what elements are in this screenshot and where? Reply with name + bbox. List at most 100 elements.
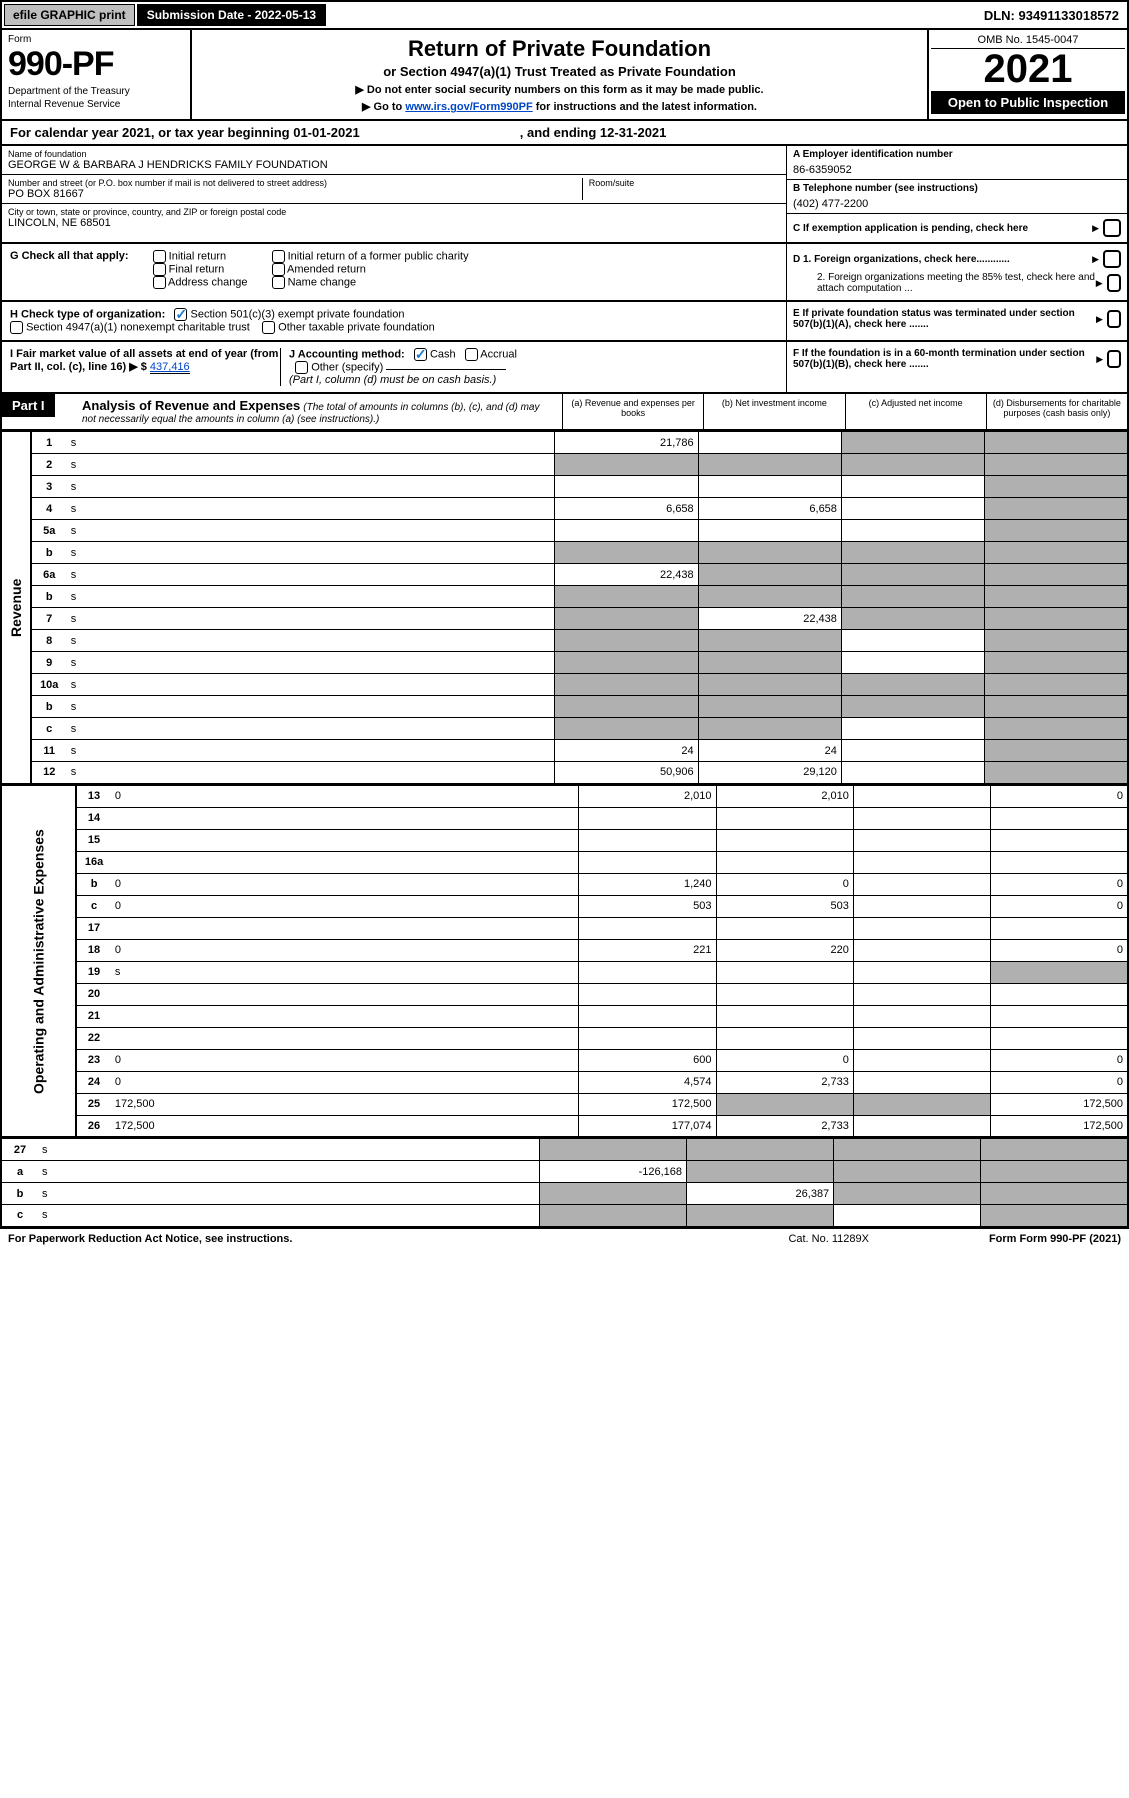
form-number: 990-PF xyxy=(8,45,184,84)
col-a-header: (a) Revenue and expenses per books xyxy=(562,394,703,429)
row-num: 13 xyxy=(76,785,111,807)
row-num: 20 xyxy=(76,983,111,1005)
cell-value: 172,500 xyxy=(579,1093,716,1115)
cell-shaded xyxy=(853,1093,990,1115)
d2-checkbox[interactable] xyxy=(1107,274,1121,292)
room-label: Room/suite xyxy=(589,178,780,188)
cell-value xyxy=(853,1005,990,1027)
other-taxable-checkbox[interactable] xyxy=(262,321,275,334)
row-num: 2 xyxy=(31,454,67,476)
row-desc: 172,500 xyxy=(111,1115,579,1137)
row-desc: s xyxy=(67,542,555,564)
cell-value xyxy=(853,983,990,1005)
row-desc: s xyxy=(67,652,555,674)
cell-value xyxy=(579,1027,716,1049)
address-change-checkbox[interactable] xyxy=(153,276,166,289)
cal-year-end: , and ending 12-31-2021 xyxy=(520,125,667,140)
row-desc: s xyxy=(67,740,555,762)
cell-value: 0 xyxy=(991,873,1128,895)
501c3-checkbox[interactable] xyxy=(174,308,187,321)
form-ref: Form Form 990-PF (2021) xyxy=(989,1233,1121,1245)
cell-value xyxy=(579,917,716,939)
final-return-checkbox[interactable] xyxy=(153,263,166,276)
row-num: 25 xyxy=(76,1093,111,1115)
cell-value xyxy=(579,1005,716,1027)
f-checkbox[interactable] xyxy=(1107,350,1121,368)
row-num: 1 xyxy=(31,432,67,454)
row-desc: s xyxy=(67,432,555,454)
efile-print-button[interactable]: efile GRAPHIC print xyxy=(4,4,135,26)
row-num: 12 xyxy=(31,762,67,784)
revenue-table: Revenue1s21,7862s3s4s6,6586,6585asbs6as2… xyxy=(0,431,1129,785)
form-subtitle: or Section 4947(a)(1) Trust Treated as P… xyxy=(198,64,921,79)
fmv-value[interactable]: 437,416 xyxy=(150,361,190,374)
row-num: 26 xyxy=(76,1115,111,1137)
cell-value xyxy=(841,498,984,520)
cell-value xyxy=(841,762,984,784)
cell-value xyxy=(579,851,716,873)
initial-former-checkbox[interactable] xyxy=(272,250,285,263)
exemption-checkbox[interactable] xyxy=(1103,219,1121,237)
row-num: c xyxy=(1,1205,38,1227)
cell-shaded xyxy=(985,454,1128,476)
other-method-checkbox[interactable] xyxy=(295,361,308,374)
cell-value xyxy=(853,961,990,983)
row-num: 14 xyxy=(76,807,111,829)
header-center: Return of Private Foundation or Section … xyxy=(192,30,927,119)
arrow-icon xyxy=(1096,354,1103,365)
expenses-table: Operating and Administrative Expenses130… xyxy=(0,785,1129,1139)
row-num: c xyxy=(31,718,67,740)
dept-treasury: Department of the Treasury xyxy=(8,86,184,97)
row-desc: s xyxy=(38,1205,539,1227)
row-num: 21 xyxy=(76,1005,111,1027)
row-num: a xyxy=(1,1161,38,1183)
cell-value: 0 xyxy=(991,785,1128,807)
row-desc xyxy=(111,1005,579,1027)
irs-link[interactable]: www.irs.gov/Form990PF xyxy=(405,101,532,113)
row-desc: 0 xyxy=(111,785,579,807)
row-num: 24 xyxy=(76,1071,111,1093)
part-1-badge: Part I xyxy=(2,394,55,417)
cell-shaded xyxy=(841,586,984,608)
cell-shaded xyxy=(555,608,698,630)
row-num: 3 xyxy=(31,476,67,498)
top-bar: efile GRAPHIC print Submission Date - 20… xyxy=(0,0,1129,30)
cell-value xyxy=(841,652,984,674)
d1-checkbox[interactable] xyxy=(1103,250,1121,268)
row-desc: 0 xyxy=(111,873,579,895)
row-desc: s xyxy=(67,608,555,630)
4947a1-checkbox[interactable] xyxy=(10,321,23,334)
e-checkbox[interactable] xyxy=(1107,310,1121,328)
city-label: City or town, state or province, country… xyxy=(8,207,780,217)
cash-checkbox[interactable] xyxy=(414,348,427,361)
cell-shaded xyxy=(985,718,1128,740)
amended-return-checkbox[interactable] xyxy=(272,263,285,276)
cell-value xyxy=(853,829,990,851)
cell-value xyxy=(716,1027,853,1049)
row-desc: 172,500 xyxy=(111,1093,579,1115)
cell-shaded xyxy=(841,454,984,476)
row-desc: s xyxy=(67,674,555,696)
row-num: 22 xyxy=(76,1027,111,1049)
phone-value: (402) 477-2200 xyxy=(793,198,1121,210)
cell-shaded xyxy=(698,542,841,564)
initial-return-checkbox[interactable] xyxy=(153,250,166,263)
cell-value: 503 xyxy=(716,895,853,917)
arrow-icon xyxy=(1092,223,1099,234)
city: LINCOLN, NE 68501 xyxy=(8,217,780,229)
accrual-checkbox[interactable] xyxy=(465,348,478,361)
row-desc: s xyxy=(67,586,555,608)
cell-value xyxy=(853,873,990,895)
cell-value xyxy=(698,476,841,498)
cell-value xyxy=(853,939,990,961)
row-desc xyxy=(111,983,579,1005)
cell-value: 0 xyxy=(991,895,1128,917)
info-section: Name of foundation GEORGE W & BARBARA J … xyxy=(0,146,1129,244)
cell-shaded xyxy=(985,696,1128,718)
cell-shaded xyxy=(555,542,698,564)
name-change-checkbox[interactable] xyxy=(272,276,285,289)
row-num: 11 xyxy=(31,740,67,762)
row-num: 15 xyxy=(76,829,111,851)
cell-value xyxy=(841,718,984,740)
cell-shaded xyxy=(985,586,1128,608)
